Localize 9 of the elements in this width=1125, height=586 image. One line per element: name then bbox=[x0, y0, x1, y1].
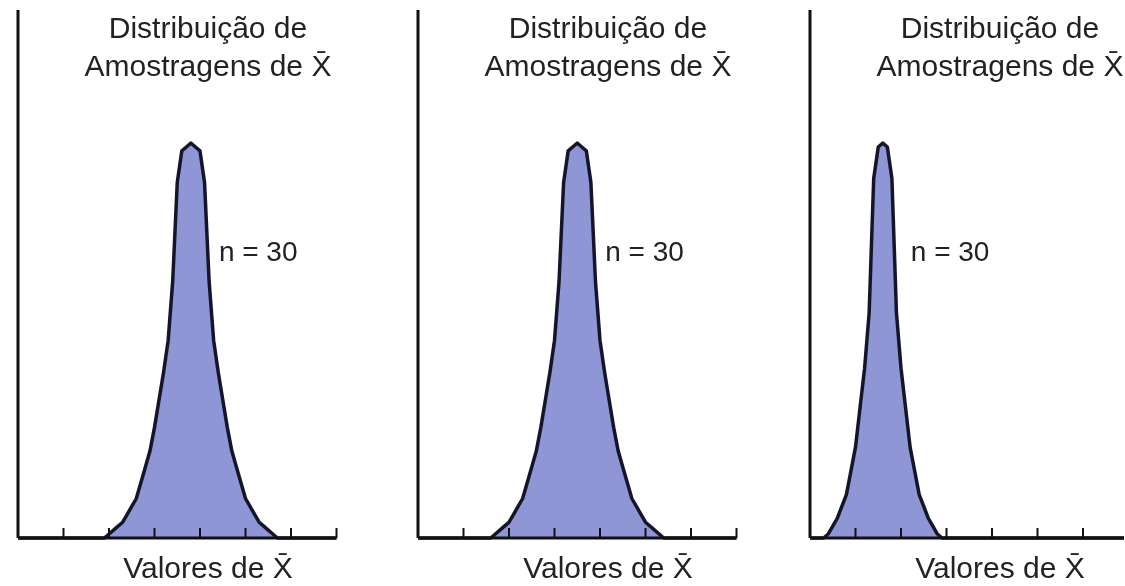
annotation: n = 30 bbox=[218, 236, 298, 268]
chart-title: Distribuição de Amostragens de X̄ bbox=[876, 11, 1124, 82]
x-axis-title: Valores de X̄ bbox=[123, 551, 293, 584]
chart-title: Distribuição de Amostragens de X̄ bbox=[84, 11, 332, 82]
annotation: n = 30 bbox=[605, 236, 684, 268]
chart-title: Distribuição de Amostragens de X̄ bbox=[484, 11, 732, 82]
annotation: n = 30 bbox=[910, 236, 990, 268]
x-axis-title: Valores de X̄ bbox=[523, 551, 693, 584]
x-axis-title: Valores de X̄ bbox=[915, 551, 1085, 584]
